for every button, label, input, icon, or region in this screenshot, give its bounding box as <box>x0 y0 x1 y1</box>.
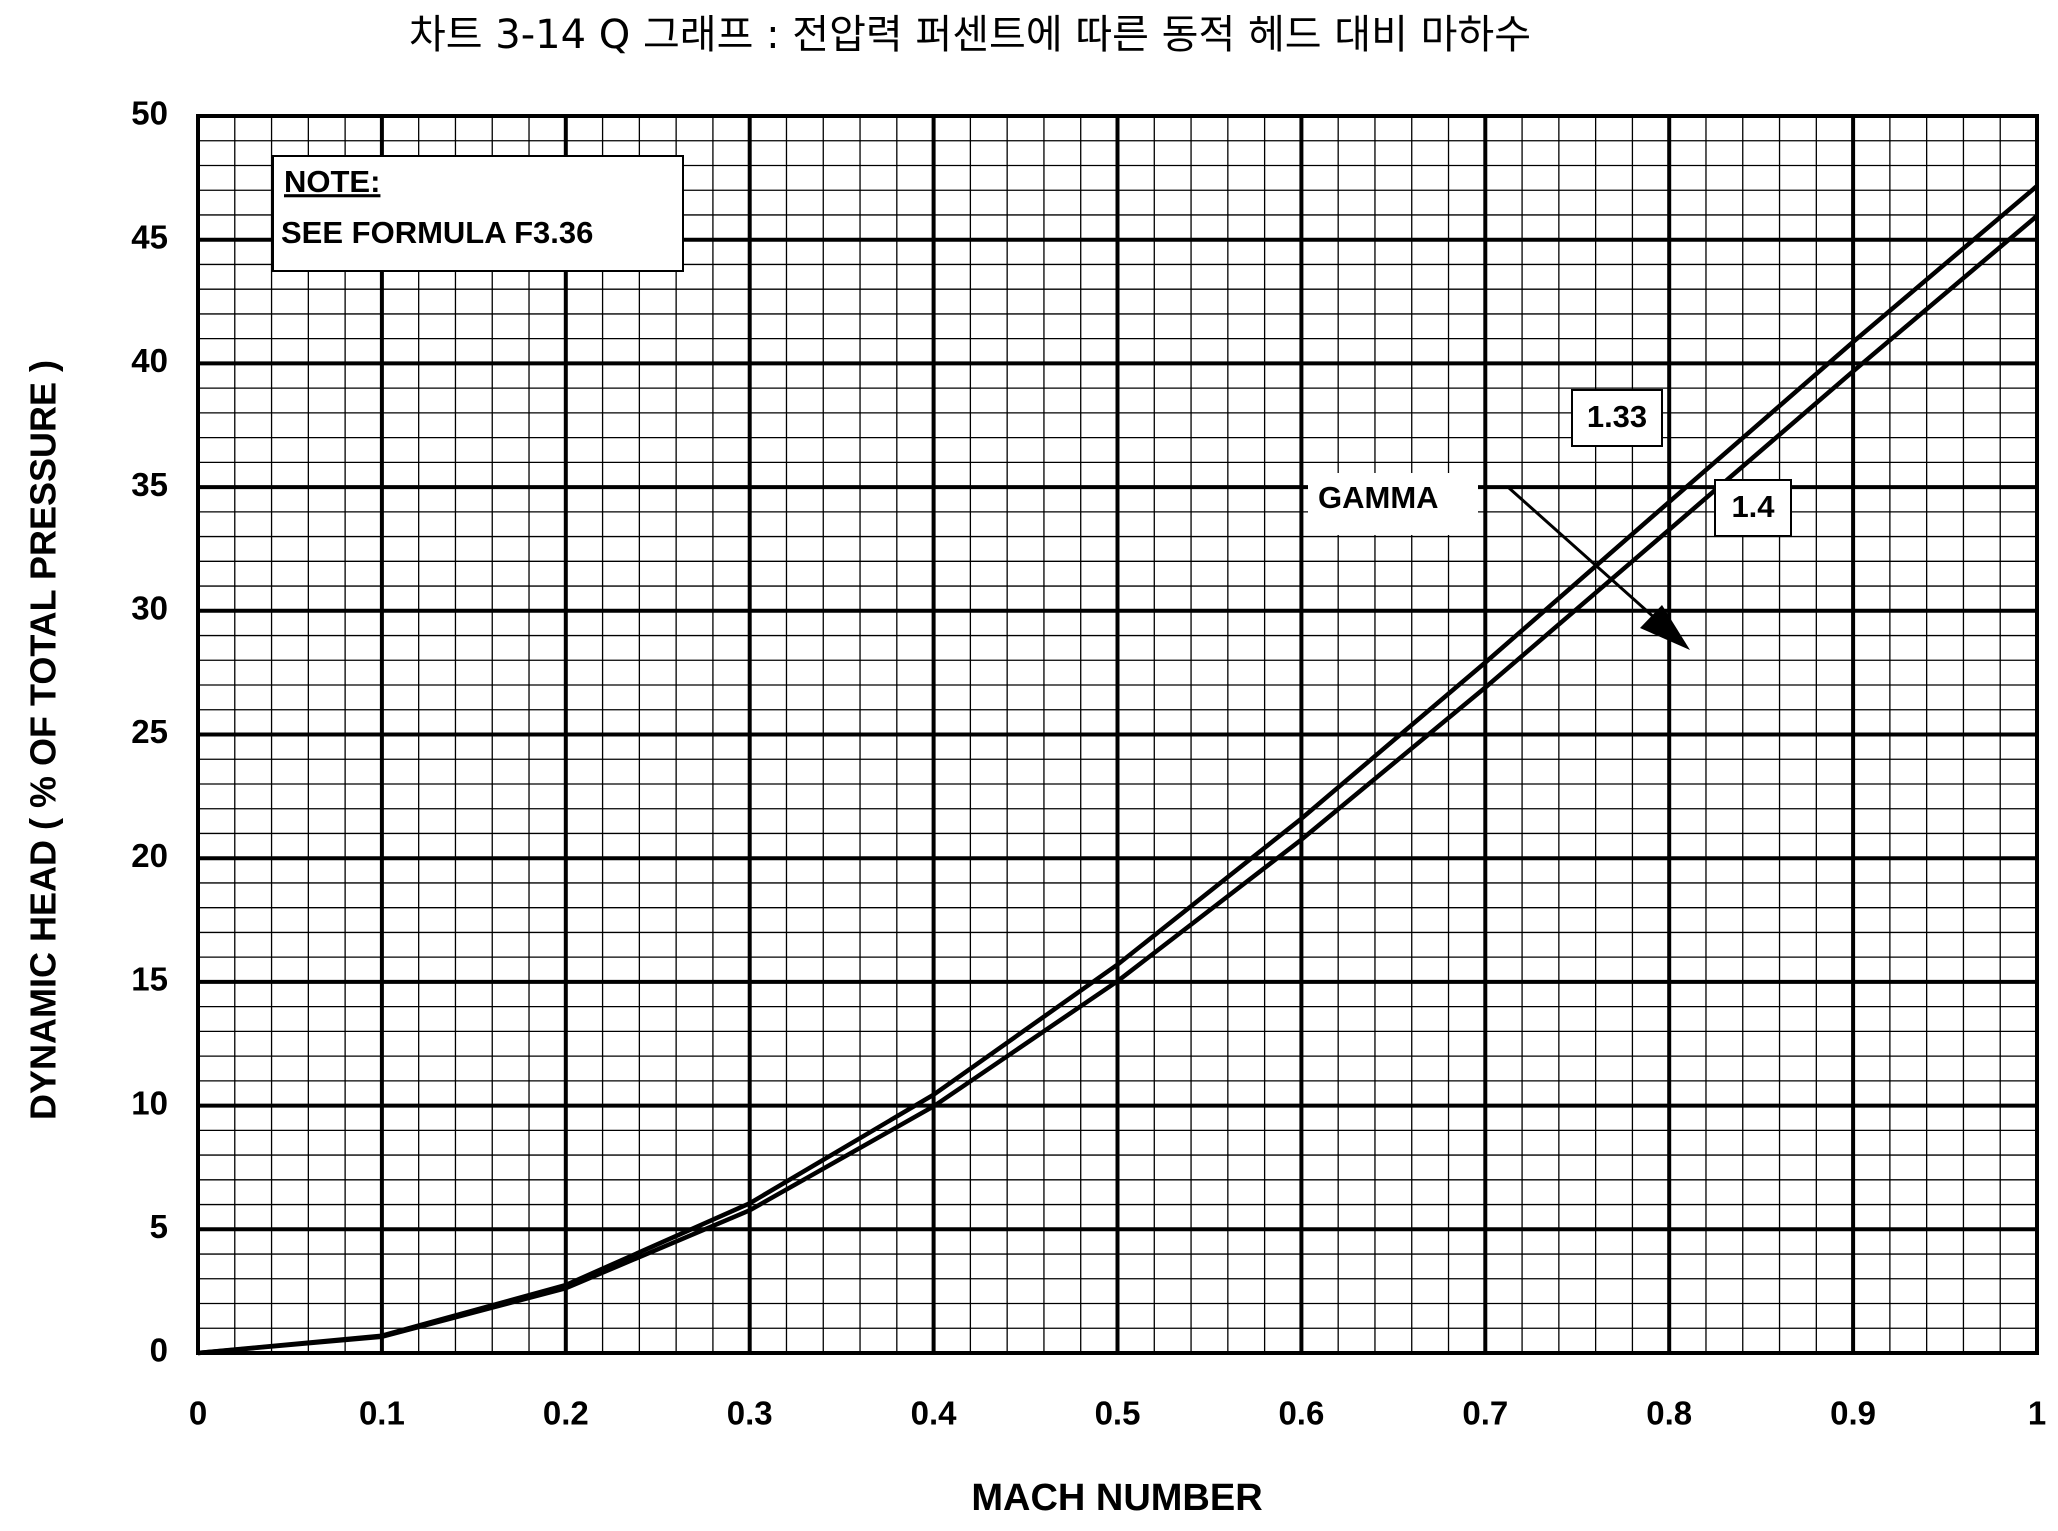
x-tick-label: 0 <box>189 1395 207 1432</box>
x-tick-label: 0.3 <box>727 1395 773 1432</box>
x-axis-label: MACH NUMBER <box>971 1477 1262 1519</box>
series-line <box>197 184 2039 1356</box>
plot-border <box>196 114 2039 1355</box>
chart-title: 차트 3-14 Q 그래프 : 전압력 퍼센트에 따른 동적 헤드 대비 마하수 <box>409 12 1531 58</box>
y-tick-label: 10 <box>131 1084 168 1121</box>
y-tick-label: 30 <box>131 590 168 627</box>
series-line <box>197 214 2039 1356</box>
x-tick-label: 0.9 <box>1830 1395 1876 1432</box>
arrow-shaft <box>1508 486 1676 638</box>
x-tick-label: 0.4 <box>911 1395 958 1432</box>
y-tick-label: 25 <box>131 713 168 750</box>
legend-label: 1.33 <box>1587 399 1647 434</box>
gamma-box <box>1308 473 1478 535</box>
x-tick-label: 0.1 <box>359 1395 405 1432</box>
legend-label: 1.4 <box>1731 489 1775 524</box>
note-box <box>272 155 684 272</box>
y-tick-label: 50 <box>131 95 168 132</box>
note-title: NOTE: <box>284 164 380 199</box>
y-tick-label: 35 <box>131 466 168 503</box>
y-tick-label: 40 <box>131 342 168 379</box>
x-tick-label: 1 <box>2028 1395 2046 1432</box>
grid <box>196 114 2039 1355</box>
legend-box <box>1571 389 1663 447</box>
y-axis-label: DYNAMIC HEAD ( % OF TOTAL PRESSURE ) <box>23 360 64 1120</box>
x-tick-label: 0.2 <box>543 1395 589 1432</box>
y-tick-label: 0 <box>150 1332 168 1369</box>
x-tick-label: 0.7 <box>1462 1395 1508 1432</box>
arrow-head <box>1640 605 1690 650</box>
gamma-label: GAMMA <box>1318 480 1439 515</box>
note-text: SEE FORMULA F3.36 <box>281 215 593 250</box>
x-tick-label: 0.6 <box>1278 1395 1324 1432</box>
x-tick-label: 0.8 <box>1646 1395 1692 1432</box>
curves <box>197 184 2039 1356</box>
y-tick-label: 5 <box>150 1208 168 1245</box>
legend-box <box>1714 479 1792 537</box>
y-tick-label: 45 <box>131 218 168 255</box>
x-tick-label: 0.5 <box>1095 1395 1141 1432</box>
y-tick-label: 20 <box>131 837 168 874</box>
y-tick-label: 15 <box>131 961 168 998</box>
